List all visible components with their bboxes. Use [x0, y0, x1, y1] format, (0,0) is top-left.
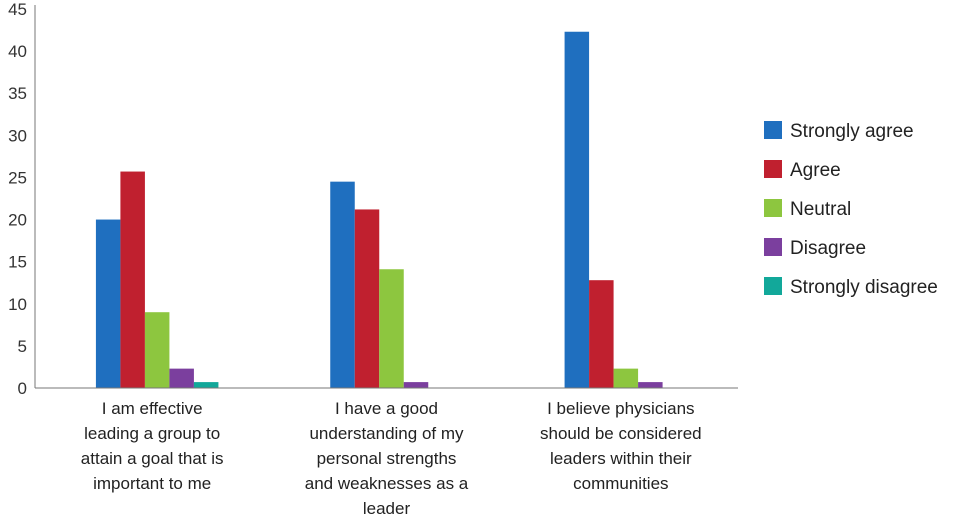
bars: [95, 31, 663, 389]
y-tick-label: 35: [8, 84, 27, 103]
bar: [95, 219, 121, 388]
y-tick-label: 30: [8, 126, 27, 145]
x-category-label: important to me: [93, 474, 211, 493]
y-axis: 0 5 10 15 20 25 30 35 40 45: [8, 0, 36, 398]
legend-label: Disagree: [790, 238, 866, 259]
legend-label: Neutral: [790, 199, 851, 220]
x-category-label: attain a goal that is: [81, 449, 224, 468]
y-tick-label: 40: [8, 42, 27, 61]
x-category-label: should be considered: [540, 424, 702, 443]
bar: [330, 181, 355, 388]
bar: [379, 269, 404, 388]
bar: [169, 368, 194, 388]
bar: [589, 280, 614, 388]
bar: [403, 382, 429, 388]
legend-swatch: [764, 199, 782, 217]
legend-swatch: [764, 238, 782, 256]
legend-swatch: [764, 121, 782, 139]
bar: [564, 31, 590, 389]
y-tick-label: 25: [8, 168, 27, 187]
x-axis: I am effective leading a group to attain a…: [35, 387, 738, 516]
legend-label: Strongly agree: [790, 121, 914, 142]
bar: [613, 368, 639, 388]
y-tick-label: 5: [18, 337, 27, 356]
y-tick-label: 0: [18, 379, 27, 398]
bar: [354, 209, 380, 388]
x-category-label: and weaknesses as a: [305, 474, 469, 493]
y-tick-label: 20: [8, 211, 27, 230]
legend-swatch: [764, 160, 782, 178]
x-category-label: leaders within their: [550, 449, 692, 468]
x-category-label: leader: [363, 499, 411, 516]
x-category-label: I believe physicians: [547, 399, 694, 418]
bar: [144, 312, 170, 388]
x-category-label: communities: [573, 474, 668, 493]
x-category-label: personal strengths: [317, 449, 457, 468]
bar: [638, 382, 663, 388]
legend-swatch: [764, 277, 782, 295]
legend: Strongly agree Agree Neutral Disagree Strong…: [764, 121, 938, 298]
legend-label: Strongly disagree: [790, 277, 938, 298]
x-category-label: leading a group to: [84, 424, 220, 443]
y-tick-label: 15: [8, 253, 27, 272]
x-category-label: I have a good: [335, 399, 438, 418]
legend-label: Agree: [790, 160, 841, 181]
x-category-label: understanding of my: [309, 424, 464, 443]
x-category-label: I am effective: [102, 399, 203, 418]
bar: [120, 171, 145, 388]
bar: [193, 382, 219, 388]
y-tick-label: 10: [8, 295, 27, 314]
y-tick-label: 45: [8, 0, 27, 19]
